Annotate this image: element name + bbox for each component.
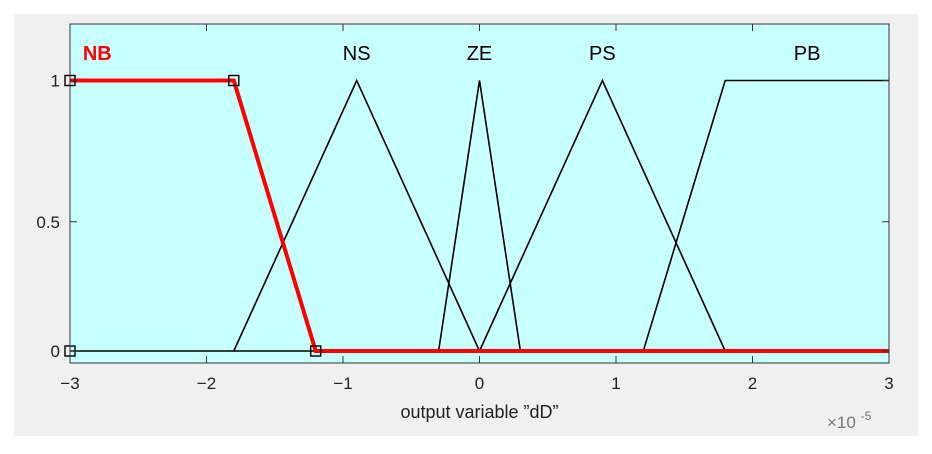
y-tick-label: 1 <box>51 72 60 91</box>
mf-labels: NB NS ZE PS PB <box>83 43 821 65</box>
x-tick-label: −3 <box>60 374 79 393</box>
x-tick-label: 0 <box>475 374 484 393</box>
handle-2[interactable] <box>310 345 322 357</box>
mf-line-ps[interactable] <box>478 78 726 352</box>
mf-label-pb[interactable]: PB <box>794 43 821 65</box>
x-tick-label: 3 <box>884 374 893 393</box>
membership-lines <box>70 78 889 353</box>
mf-line-ns[interactable] <box>233 78 481 352</box>
x-tick-label: 1 <box>611 374 620 393</box>
x-exponent-label: ×10 -5 <box>827 409 872 432</box>
handle-1[interactable] <box>228 74 240 87</box>
mf-line-ze[interactable] <box>437 80 522 352</box>
axis-ticks: −3 −2 −1 0 1 2 3 0 0.5 1 <box>36 24 894 393</box>
mf-label-ns[interactable]: NS <box>343 43 371 65</box>
mf-label-nb[interactable]: NB <box>83 43 112 65</box>
exponent-power: -5 <box>861 409 872 423</box>
y-tick-label: 0.5 <box>36 213 60 232</box>
y-tick-label: 0 <box>51 342 60 361</box>
exponent-base: ×10 <box>827 413 856 432</box>
mf-label-ze[interactable]: ZE <box>467 43 493 65</box>
x-axis-label: output variable ”dD” <box>400 402 558 422</box>
x-tick-label: −1 <box>333 374 352 393</box>
mf-label-ps[interactable]: PS <box>589 43 616 65</box>
x-tick-label: 2 <box>748 374 757 393</box>
plot-area[interactable] <box>70 24 889 363</box>
x-tick-label: −2 <box>197 374 216 393</box>
mf-line-nb[interactable] <box>70 78 889 353</box>
